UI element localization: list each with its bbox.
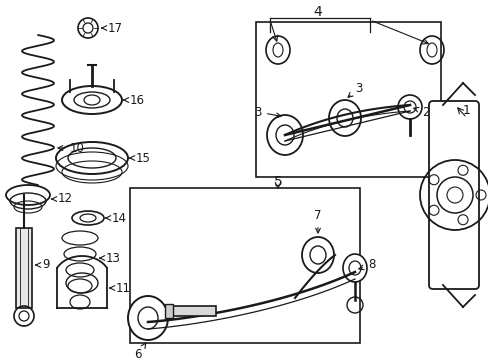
Text: 12: 12	[52, 193, 73, 206]
Text: 14: 14	[106, 211, 127, 225]
Text: 13: 13	[100, 252, 121, 265]
Text: 10: 10	[58, 141, 85, 154]
Bar	[16, 228, 32, 308]
Ellipse shape	[266, 115, 303, 155]
Bar	[168, 306, 216, 316]
Ellipse shape	[328, 100, 360, 136]
FancyBboxPatch shape	[428, 101, 478, 289]
Text: 5: 5	[273, 175, 282, 189]
Text: 6: 6	[134, 343, 146, 360]
Bar	[130, 188, 359, 343]
Text: 1: 1	[462, 104, 470, 117]
Ellipse shape	[397, 95, 421, 119]
Bar	[164, 304, 173, 318]
Bar	[256, 22, 440, 177]
Text: 17: 17	[102, 22, 123, 35]
Text: 4: 4	[313, 5, 322, 19]
Text: 3: 3	[347, 81, 362, 97]
Text: 3: 3	[254, 105, 281, 118]
Text: 2: 2	[413, 105, 428, 118]
Ellipse shape	[128, 296, 168, 340]
Text: 8: 8	[358, 258, 375, 271]
Text: 11: 11	[110, 282, 131, 294]
Text: 16: 16	[123, 94, 145, 107]
Text: 15: 15	[130, 152, 151, 165]
Text: 7: 7	[314, 209, 321, 233]
Ellipse shape	[302, 237, 333, 273]
Text: 9: 9	[36, 258, 49, 271]
Ellipse shape	[342, 254, 366, 282]
